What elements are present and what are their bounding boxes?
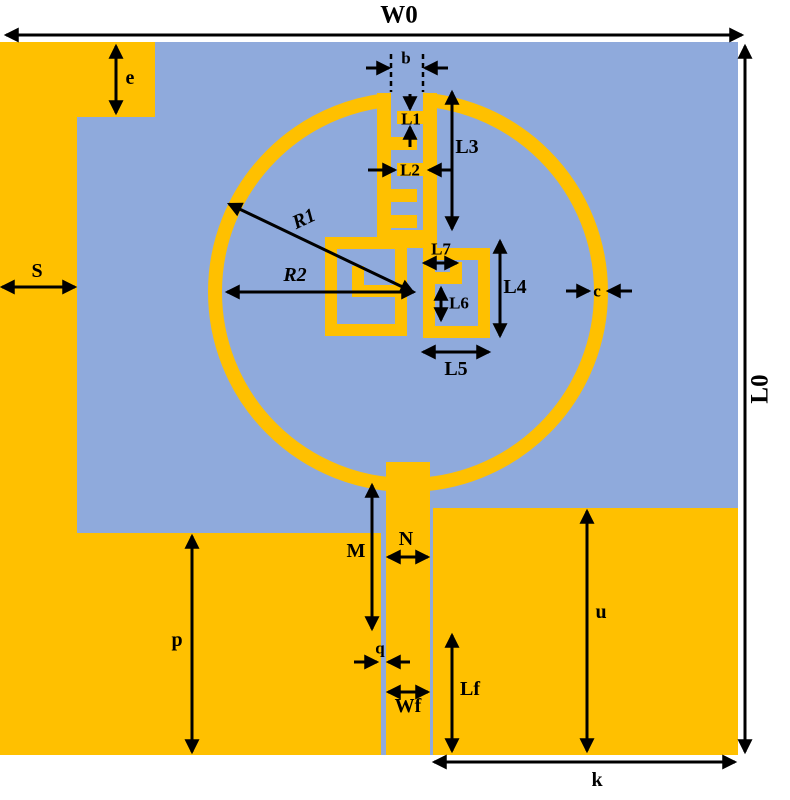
left-spiral-right [395, 237, 407, 336]
label-m: M [346, 540, 366, 562]
right-spiral-inner-stub [450, 262, 462, 284]
label-l4: L4 [503, 276, 527, 298]
ring-top-gap [391, 88, 423, 110]
meander-finger-1 [397, 111, 423, 124]
label-k: k [591, 769, 603, 791]
label-wf: Wf [394, 695, 422, 717]
right-spiral-right [478, 248, 490, 338]
label-l5: L5 [444, 358, 468, 380]
right-spiral-bottom [423, 326, 490, 338]
meander-right-strip [423, 93, 437, 252]
meander-left-strip [377, 93, 391, 246]
circular-ring-resonator [208, 92, 608, 492]
right-spiral-left [423, 248, 435, 338]
label-r2: R2 [283, 264, 307, 286]
label-lf: Lf [460, 678, 480, 700]
meander-finger-5 [391, 215, 417, 228]
label-l6: L6 [449, 293, 469, 313]
bottom-right-ground-plane [433, 508, 738, 755]
left-spiral-inner-stub [352, 266, 364, 297]
label-p: p [171, 629, 183, 651]
label-s: S [31, 260, 43, 282]
label-q: q [375, 638, 385, 658]
meander-finger-3 [397, 163, 423, 176]
label-l1: L1 [401, 109, 421, 129]
meander-finger-2 [391, 137, 417, 150]
feed-line [386, 462, 430, 755]
left-spiral-bottom [325, 324, 407, 336]
label-c: c [593, 281, 601, 301]
label-e: e [125, 67, 135, 89]
label-l7: L7 [431, 239, 451, 259]
label-w0: W0 [380, 1, 418, 29]
left-spiral-left [325, 237, 337, 336]
label-l0: L0 [746, 374, 774, 404]
label-n: N [398, 528, 414, 550]
label-u: u [595, 601, 607, 623]
label-b: b [401, 48, 411, 68]
meander-finger-4 [391, 189, 417, 202]
label-l2: L2 [400, 160, 420, 180]
bottom-left-ground-plane [0, 533, 381, 755]
label-l3: L3 [455, 136, 479, 158]
